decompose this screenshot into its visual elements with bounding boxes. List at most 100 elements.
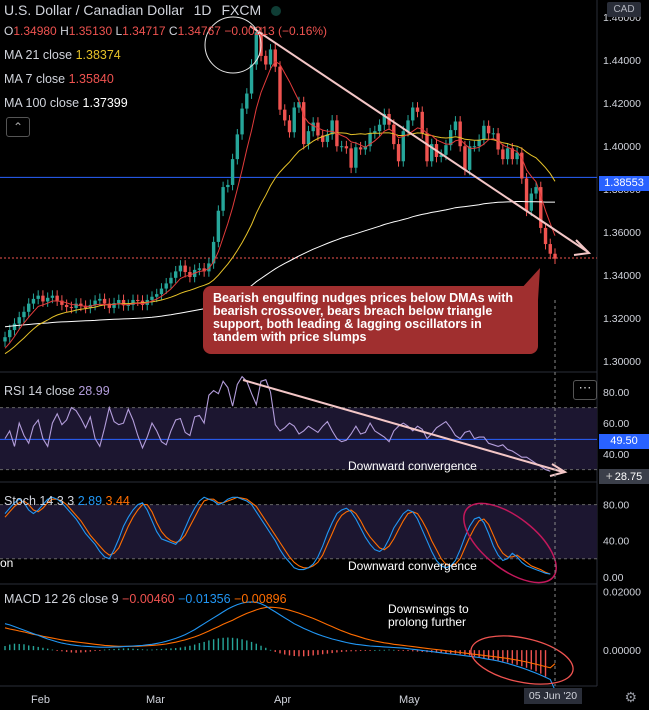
candle-body <box>221 187 225 211</box>
ma100-line <box>4 201 555 328</box>
symbol-name: U.S. Dollar / Canadian Dollar <box>4 2 184 18</box>
macd-histogram-bar <box>198 643 201 651</box>
macd-histogram-bar <box>540 650 542 674</box>
macd-histogram-bar <box>331 650 333 654</box>
candle-body <box>159 288 164 295</box>
macd-histogram-bar <box>94 650 96 652</box>
gear-icon[interactable]: ⚙ <box>624 689 637 705</box>
candle-body <box>173 271 178 278</box>
rsi-tick-label: 40.00 <box>603 449 629 461</box>
macd-histogram-bar <box>212 639 215 651</box>
macd-histogram-bar <box>222 637 224 651</box>
candle-body <box>136 299 140 301</box>
legend-stoch[interactable]: Stoch 14 3 3 2.89 3.44 <box>4 494 130 508</box>
candle-body <box>344 146 349 149</box>
date-tick-label: Mar <box>146 694 165 706</box>
candle-body <box>368 133 372 147</box>
candle-body <box>491 133 496 135</box>
macd-histogram-bar <box>421 650 423 652</box>
macd-histogram-bar <box>521 650 523 667</box>
rsi-mid-tag: 49.50 <box>599 434 649 449</box>
candle-body <box>467 146 472 170</box>
interval-label[interactable]: 1D <box>193 2 212 18</box>
ma7-line <box>4 60 556 349</box>
macd-histogram-bar <box>288 650 291 656</box>
macd-histogram-bar <box>483 650 485 659</box>
macd-annotation-line2: prolong further <box>388 615 467 629</box>
macd-histogram-bar <box>516 650 518 665</box>
macd-histogram-bar <box>525 650 528 668</box>
candle-body <box>339 146 344 148</box>
legend-rsi[interactable]: RSI 14 close 28.99 <box>4 384 110 398</box>
close-value: 1.34767 <box>177 24 221 38</box>
stoch-tick-label: 40.00 <box>603 536 629 548</box>
plus-icon[interactable]: + <box>605 469 613 483</box>
macd-histogram-bar <box>412 650 414 652</box>
rsi-annotation: Downward convergence <box>348 459 477 473</box>
legend-ma21[interactable]: MA 21 close 1.38374 <box>4 48 121 62</box>
macd-histogram-bar <box>293 650 295 657</box>
macd-histogram-bar <box>350 650 352 652</box>
high-value: 1.35130 <box>68 24 113 38</box>
macd-histogram-bar <box>378 649 381 651</box>
macd-histogram-bar <box>141 649 144 651</box>
candle-body <box>264 55 268 65</box>
candle-body <box>121 299 126 306</box>
candle-body <box>463 146 467 170</box>
candle-body <box>534 187 538 194</box>
analysis-annotation[interactable]: Bearish engulfing nudges prices below DM… <box>203 286 538 354</box>
macd-histogram-bar <box>279 650 281 654</box>
macd-histogram-bar <box>340 650 343 652</box>
candle-body <box>150 296 154 300</box>
candle-body <box>60 300 64 305</box>
macd-histogram-bar <box>189 645 191 651</box>
chevron-up-icon[interactable]: ⌃ <box>6 117 30 137</box>
candle-body <box>126 304 130 306</box>
currency-badge: CAD <box>607 2 641 17</box>
crosshair-date-label: 05 Jun '20 <box>524 688 582 704</box>
macd-histogram-bar <box>307 650 310 657</box>
legend-ma100[interactable]: MA 100 close 1.37399 <box>4 96 128 110</box>
macd-highlight-ellipse <box>470 635 574 685</box>
candle-body <box>415 107 420 112</box>
candle-body <box>292 107 296 133</box>
candle-body <box>420 111 424 134</box>
candle-body <box>27 303 31 312</box>
candle-body <box>8 330 12 338</box>
date-tick-label: Apr <box>274 694 291 706</box>
candle-body <box>553 253 557 259</box>
candle-body <box>302 102 306 145</box>
candle-body <box>202 268 206 272</box>
candle-body <box>273 49 277 67</box>
stoch-tick-label: 80.00 <box>603 500 629 512</box>
macd-histogram-bar <box>369 650 371 651</box>
macd-annotation-line1: Downswings to <box>388 602 469 616</box>
macd-histogram-bar <box>359 650 362 652</box>
more-dots-icon[interactable]: ⋯ <box>573 380 597 400</box>
candle-body <box>249 64 254 94</box>
candle-body <box>330 120 334 135</box>
candle-body <box>325 134 330 142</box>
macd-histogram-bar <box>255 643 257 651</box>
date-tick-label: May <box>399 694 420 706</box>
macd-histogram-bar <box>156 649 158 651</box>
macd-histogram-bar <box>227 637 229 651</box>
macd-histogram-bar <box>355 650 357 652</box>
candle-body <box>79 303 83 306</box>
macd-histogram-bar <box>269 649 272 651</box>
candle-body <box>510 148 515 160</box>
rsi-value: 28.99 <box>78 384 110 398</box>
price-tick-label: 1.40000 <box>603 141 641 153</box>
candle-body <box>524 178 529 211</box>
ohlc-readout: O1.34980 H1.35130 L1.34717 C1.34767 −0.0… <box>4 24 328 38</box>
stoch-cut-label: on <box>0 556 14 570</box>
macd-histogram-bar <box>184 646 186 651</box>
ma7-value: 1.35840 <box>68 72 114 86</box>
legend-ma7[interactable]: MA 7 close 1.35840 <box>4 72 114 86</box>
candle-body <box>501 149 505 160</box>
stoch-d-line <box>4 496 551 575</box>
candle-body <box>320 135 325 142</box>
legend-macd[interactable]: MACD 12 26 close 9 −0.00460 −0.01356 −0.… <box>4 592 287 606</box>
candle-body <box>311 122 315 132</box>
